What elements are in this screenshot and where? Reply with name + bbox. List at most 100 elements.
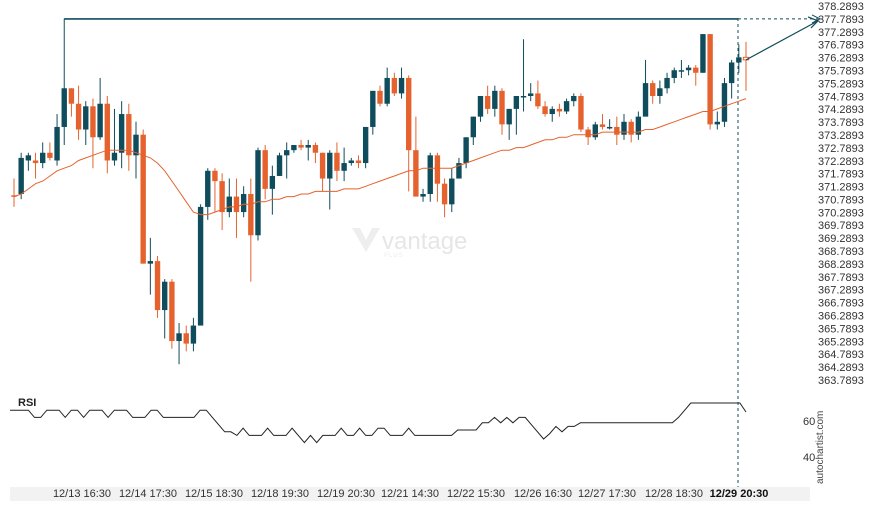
candle-body-66 — [484, 95, 491, 109]
candle-body-67 — [492, 90, 498, 109]
candle-body-35 — [262, 150, 268, 189]
y-tick-label-7: 374.7893 — [818, 91, 864, 103]
rsi-tick-label-0: 60 — [803, 416, 815, 428]
candle-body-51 — [377, 90, 383, 104]
candle-body-26 — [197, 206, 204, 326]
candle-body-42 — [312, 145, 319, 153]
y-tick-label-2: 377.2893 — [818, 27, 864, 39]
x-tick-label-8: 12/27 17:30 — [578, 488, 636, 500]
candle-body-50 — [370, 90, 376, 127]
y-tick-label-19: 368.7893 — [818, 246, 864, 258]
candle-body-13 — [104, 103, 110, 161]
candle-body-90 — [657, 88, 663, 96]
candle-body-3 — [32, 160, 39, 164]
candle-body-8 — [68, 88, 75, 104]
y-tick-label-21: 367.7893 — [818, 272, 864, 284]
candle-body-82 — [599, 124, 606, 127]
candle-body-52 — [384, 77, 390, 104]
y-tick-label-17: 369.7893 — [818, 220, 864, 232]
x-tick-label-6: 12/22 15:30 — [447, 488, 505, 500]
candle-body-62 — [456, 163, 462, 179]
candle-body-21 — [162, 281, 168, 311]
candle-body-6 — [54, 126, 60, 161]
candle-body-56 — [413, 150, 419, 197]
candle-body-83 — [606, 126, 613, 129]
candle-body-85 — [621, 121, 627, 135]
rsi-axis-ticks: 60 40 — [803, 416, 815, 464]
x-tick-label-9: 12/28 18:30 — [645, 488, 703, 500]
candle-body-4 — [40, 152, 46, 164]
candle-body-36 — [269, 175, 276, 189]
candle-body-79 — [578, 95, 584, 130]
candle-body-23 — [176, 333, 182, 342]
candle-body-100 — [728, 62, 735, 84]
candle-body-9 — [75, 103, 82, 130]
candle-body-29 — [219, 181, 225, 213]
candle-body-64 — [470, 116, 476, 138]
candle-body-47 — [348, 160, 354, 164]
candle-body-41 — [305, 145, 311, 148]
resistance-arrowhead — [811, 14, 822, 24]
candle-body-59 — [434, 155, 441, 184]
candle-body-63 — [463, 137, 469, 164]
candle-body-33 — [248, 194, 254, 236]
candle-body-38 — [284, 150, 290, 156]
candle-body-24 — [183, 333, 189, 344]
x-tick-label-0: 12/13 16:30 — [53, 488, 111, 500]
y-tick-label-18: 369.2893 — [818, 233, 864, 245]
candle-body-61 — [449, 178, 455, 205]
candle-body-54 — [398, 77, 405, 94]
candle-body-48 — [355, 160, 362, 164]
candle-body-7 — [61, 88, 67, 127]
rsi-panel: RSI — [10, 397, 747, 444]
x-tick-label-7: 12/26 16:30 — [514, 488, 572, 500]
y-tick-label-15: 370.7893 — [818, 194, 864, 206]
candle-body-53 — [391, 77, 398, 94]
rsi-tick-label-1: 40 — [803, 452, 815, 464]
candle-body-86 — [628, 121, 634, 135]
y-tick-label-11: 372.7893 — [818, 143, 864, 155]
y-tick-label-25: 365.7893 — [818, 323, 864, 335]
watermark-sub-text: PLUS — [384, 253, 404, 259]
candle-body-11 — [90, 106, 96, 138]
candle-body-97 — [707, 34, 713, 125]
candle-body-39 — [291, 145, 297, 151]
candle-body-73 — [535, 93, 541, 107]
credit-text: autochartist.com — [815, 411, 826, 484]
candle-body-22 — [169, 281, 175, 342]
x-tick-label-1: 12/14 17:30 — [119, 488, 177, 500]
y-tick-label-9: 373.7893 — [818, 117, 864, 129]
candle-body-76 — [556, 108, 563, 112]
candle-body-55 — [406, 77, 412, 151]
projection-arrowhead — [807, 16, 820, 29]
watermark-logo: vantage PLUS — [352, 228, 467, 259]
candle-body-40 — [298, 145, 304, 148]
candle-body-89 — [650, 83, 656, 96]
rsi-line — [10, 402, 747, 444]
candle-body-81 — [592, 124, 598, 138]
x-tick-label-5: 12/21 14:30 — [381, 488, 439, 500]
candle-body-5 — [47, 152, 53, 158]
y-tick-label-23: 366.7893 — [818, 298, 864, 310]
candle-body-80 — [585, 129, 591, 138]
candle-body-93 — [678, 70, 685, 72]
candle-body-92 — [671, 70, 677, 78]
candlestick-series — [11, 18, 750, 365]
candle-body-68 — [499, 90, 505, 125]
x-axis: 12/13 16:30 12/14 17:30 12/15 18:30 12/18 1… — [10, 487, 810, 501]
candle-body-91 — [664, 77, 670, 89]
y-tick-label-13: 371.7893 — [818, 169, 864, 181]
candle-body-34 — [255, 150, 261, 236]
candle-body-88 — [642, 83, 649, 117]
candle-body-28 — [212, 170, 218, 182]
y-tick-label-27: 364.7893 — [818, 349, 864, 361]
candle-body-96 — [700, 34, 706, 73]
y-tick-label-14: 371.2893 — [818, 182, 864, 194]
candle-body-30 — [226, 196, 232, 213]
candle-body-87 — [635, 116, 642, 135]
candle-body-69 — [506, 108, 512, 125]
candle-body-75 — [549, 108, 555, 115]
candle-body-12 — [97, 103, 103, 138]
y-tick-label-8: 374.2893 — [818, 104, 864, 116]
